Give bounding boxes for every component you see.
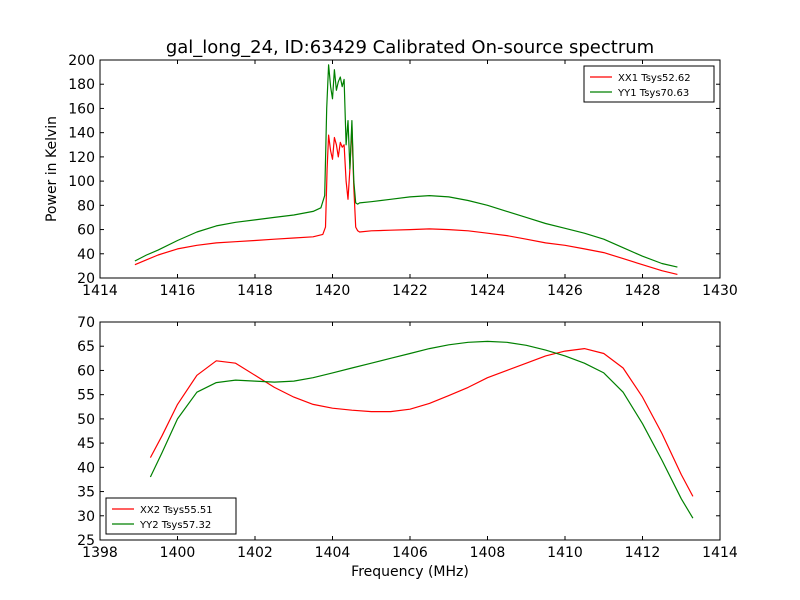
bottom-x-tick-label: 1412 xyxy=(625,545,661,561)
top-y-tick-label: 80 xyxy=(77,198,95,214)
top-y-tick-label: 120 xyxy=(68,150,95,166)
bottom-x-tick-label: 1404 xyxy=(315,545,351,561)
bottom-series-line-1 xyxy=(149,348,694,497)
bottom-x-tick-label: 1410 xyxy=(547,545,583,561)
bottom-series-line-2 xyxy=(149,340,694,519)
top-legend-box xyxy=(583,65,715,103)
bottom-spectrum-plot: Frequency (MHz) 1398 1400 1402 1404 1406 1408… xyxy=(77,315,738,580)
top-legend-label-1: XX1 Tsys52.62 xyxy=(618,73,691,84)
bottom-y-tick-label: 70 xyxy=(77,315,95,331)
bottom-y-tick-label: 30 xyxy=(77,509,95,525)
bottom-legend-box xyxy=(105,497,237,535)
top-series-line-1 xyxy=(134,126,678,275)
top-y-tick-label: 100 xyxy=(68,174,95,190)
bottom-legend-label-2: YY2 Tsys57.32 xyxy=(139,520,211,531)
top-y-tick-label: 200 xyxy=(68,53,95,69)
top-plot-ylabel: Power in Kelvin xyxy=(44,116,60,222)
top-y-tick-label: 160 xyxy=(68,101,95,117)
bottom-x-tick-label: 1414 xyxy=(702,545,738,561)
top-x-tick-label: 1420 xyxy=(315,283,351,299)
bottom-x-tick-label: 1402 xyxy=(237,545,273,561)
top-legend-label-2: YY1 Tsys70.63 xyxy=(617,88,689,99)
top-y-tick-label: 60 xyxy=(77,223,95,239)
bottom-legend-label-1: XX2 Tsys55.51 xyxy=(140,505,213,516)
figure-title: gal_long_24, ID:63429 Calibrated On-sour… xyxy=(166,37,654,58)
bottom-y-tick-label: 35 xyxy=(77,485,95,501)
bottom-x-tick-label: 1406 xyxy=(392,545,428,561)
top-y-tick-label: 140 xyxy=(68,126,95,142)
bottom-legend: XX2 Tsys55.51 YY2 Tsys57.32 xyxy=(105,497,237,535)
top-y-tick-label: 180 xyxy=(68,77,95,93)
bottom-y-tick-label: 60 xyxy=(77,363,95,379)
top-x-tick-label: 1422 xyxy=(392,283,428,299)
bottom-y-tick-label: 50 xyxy=(77,412,95,428)
bottom-x-tick-label: 1408 xyxy=(470,545,506,561)
top-y-tick-label: 20 xyxy=(77,271,95,287)
bottom-x-tick-label: 1398 xyxy=(82,545,118,561)
top-x-tick-label: 1416 xyxy=(160,283,196,299)
bottom-y-tick-label: 40 xyxy=(77,460,95,476)
bottom-y-tick-label: 55 xyxy=(77,388,95,404)
top-x-tick-label: 1430 xyxy=(702,283,738,299)
top-x-tick-label: 1426 xyxy=(547,283,583,299)
bottom-x-tick-label: 1400 xyxy=(160,545,196,561)
bottom-plot-xlabel: Frequency (MHz) xyxy=(351,564,469,580)
bottom-y-tick-label: 65 xyxy=(77,339,95,355)
bottom-y-tick-label: 25 xyxy=(77,533,95,549)
top-spectrum-plot: Power in Kelvin 1414 1416 1418 1420 1422 1424… xyxy=(44,53,738,299)
bottom-y-tick-label: 45 xyxy=(77,436,95,452)
top-x-tick-label: 1414 xyxy=(82,283,118,299)
top-y-tick-label: 40 xyxy=(77,247,95,263)
top-x-tick-label: 1428 xyxy=(625,283,661,299)
top-legend: XX1 Tsys52.62 YY1 Tsys70.63 xyxy=(583,65,715,103)
top-x-tick-label: 1418 xyxy=(237,283,273,299)
top-series-line-2 xyxy=(134,64,678,268)
top-x-tick-label: 1424 xyxy=(470,283,506,299)
